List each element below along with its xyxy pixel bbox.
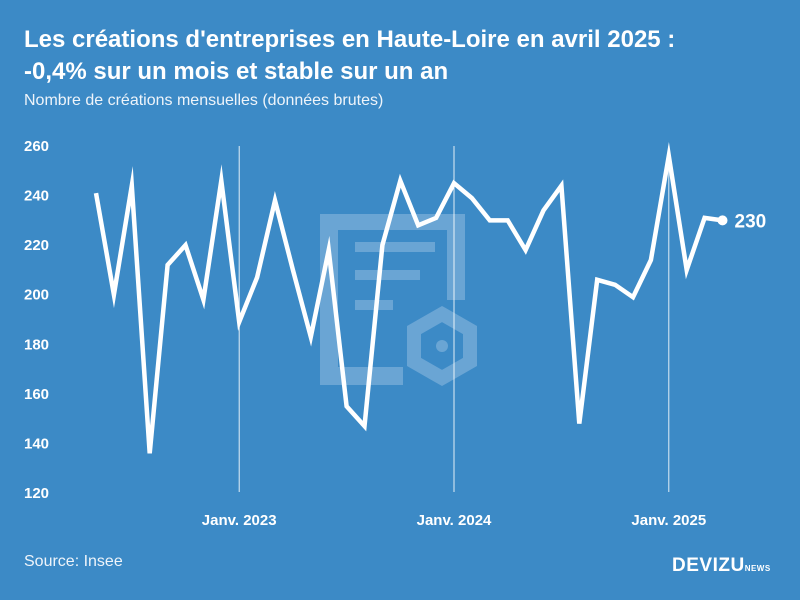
brand-suffix: NEWS	[744, 564, 771, 573]
y-tick-label: 260	[24, 138, 49, 155]
x-axis-ticks: Janv. 2023 Janv. 2024 Janv. 2025	[202, 512, 706, 529]
brand-logo: DEVIZUNEWS	[672, 555, 771, 577]
y-axis-ticks: 120 140 160 180 200 220 240 260	[24, 138, 49, 502]
source-note: Source: Insee	[24, 553, 123, 570]
vertical-gridlines	[238, 146, 670, 492]
y-tick-label: 240	[24, 188, 49, 205]
last-point-marker	[717, 215, 728, 226]
chart-title: Les créations d'entreprises en Haute-Loi…	[24, 24, 784, 88]
watermark-document-icon	[320, 214, 477, 387]
series-line-group: 230	[93, 142, 767, 454]
chart-subtitle: Nombre de créations mensuelles (données …	[24, 92, 384, 109]
y-tick-label: 120	[24, 485, 49, 502]
x-tick-label: Janv. 2024	[417, 512, 492, 529]
y-tick-label: 220	[24, 237, 49, 254]
title-line-1: Les créations d'entreprises en Haute-Loi…	[24, 26, 676, 53]
y-tick-label: 200	[24, 287, 49, 304]
last-value-label: 230	[735, 211, 767, 232]
y-tick-label: 180	[24, 336, 49, 353]
series-line	[93, 142, 723, 454]
x-tick-label: Janv. 2025	[631, 512, 706, 529]
x-tick-label: Janv. 2023	[202, 512, 277, 529]
y-tick-label: 140	[24, 435, 49, 452]
brand-name: DEVIZU	[672, 555, 745, 576]
title-line-2: -0,4% sur un mois et stable sur un an	[24, 58, 449, 85]
y-tick-label: 160	[24, 386, 49, 403]
